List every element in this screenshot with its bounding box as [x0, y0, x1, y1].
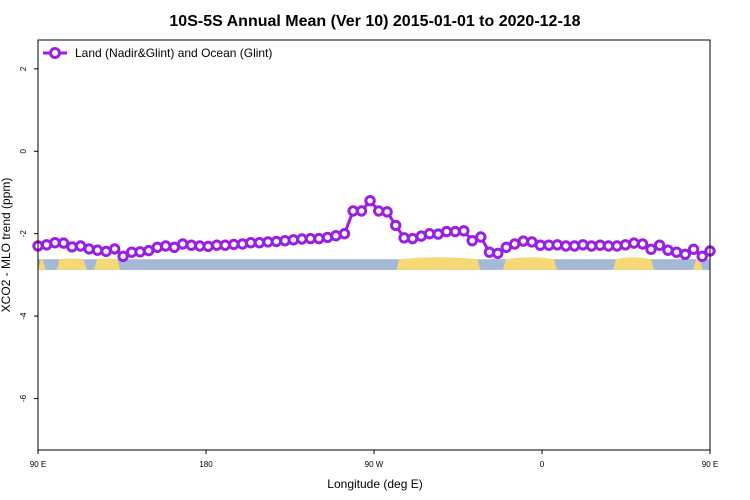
data-point [449, 225, 461, 238]
x-tick-label: 90 W [365, 460, 384, 469]
y-tick-label: -6 [19, 394, 28, 402]
data-point [330, 230, 342, 242]
series-layer [32, 195, 716, 262]
data-point [390, 219, 402, 232]
land-band [94, 258, 121, 270]
legend-marker [49, 47, 61, 59]
data-point [645, 243, 657, 256]
land-band [38, 258, 46, 270]
data-point [381, 206, 393, 218]
y-tick-label: 0 [19, 148, 28, 153]
x-tick-label: 0 [540, 460, 545, 469]
land-band [56, 258, 87, 270]
x-tick-label: 90 E [702, 460, 718, 469]
legend-entry: Land (Nadir&Glint) and Ocean (Glint) [75, 46, 272, 60]
land-band [693, 258, 703, 270]
data-point [577, 239, 589, 251]
data-point [679, 248, 691, 261]
data-point [109, 243, 121, 255]
chart-title: 10S-5S Annual Mean (Ver 10) 2015-01-01 t… [169, 13, 580, 30]
data-point [338, 228, 351, 240]
data-point [475, 231, 487, 243]
data-point [628, 237, 640, 249]
data-point [313, 232, 325, 245]
data-point [585, 240, 598, 252]
data-point [134, 246, 146, 258]
x-tick-label: 180 [199, 460, 213, 469]
y-tick-label: -4 [19, 312, 28, 320]
land-band [612, 257, 654, 270]
data-point [670, 246, 683, 258]
y-axis: 2 0 -2 -4 -6 [19, 66, 38, 402]
data-point [117, 250, 129, 262]
data-point [66, 241, 78, 253]
data-point [517, 235, 529, 247]
data-point [551, 239, 563, 251]
data-point [492, 247, 504, 260]
data-point [653, 239, 666, 251]
land-band [502, 257, 557, 270]
data-point [458, 225, 470, 237]
y-tick-label: 2 [19, 66, 28, 71]
legend: Land (Nadir&Glint) and Ocean (Glint) [43, 46, 272, 60]
data-point [202, 240, 214, 253]
data-point [687, 243, 700, 256]
data-point [696, 250, 708, 262]
data-point [466, 235, 478, 247]
data-point [619, 239, 632, 251]
data-point [355, 205, 368, 217]
x-tick-label: 90 E [30, 460, 46, 469]
x-axis: 90 E 180 90 W 0 90 E [30, 450, 718, 469]
data-point [253, 237, 266, 249]
data-point [219, 239, 231, 251]
data-point [270, 235, 283, 248]
data-point [662, 244, 674, 256]
y-tick-label: -2 [19, 230, 28, 238]
data-point [177, 238, 189, 250]
data-point [364, 195, 376, 207]
data-point [160, 240, 172, 252]
data-point [636, 238, 649, 250]
y-axis-label: XCO2 - MLO trend (ppm) [0, 178, 13, 313]
ocean-band [38, 259, 710, 270]
land-ocean-strip [38, 257, 710, 270]
data-point [91, 244, 104, 256]
land-band [396, 257, 481, 270]
x-axis-label: Longitude (deg E) [327, 477, 422, 491]
